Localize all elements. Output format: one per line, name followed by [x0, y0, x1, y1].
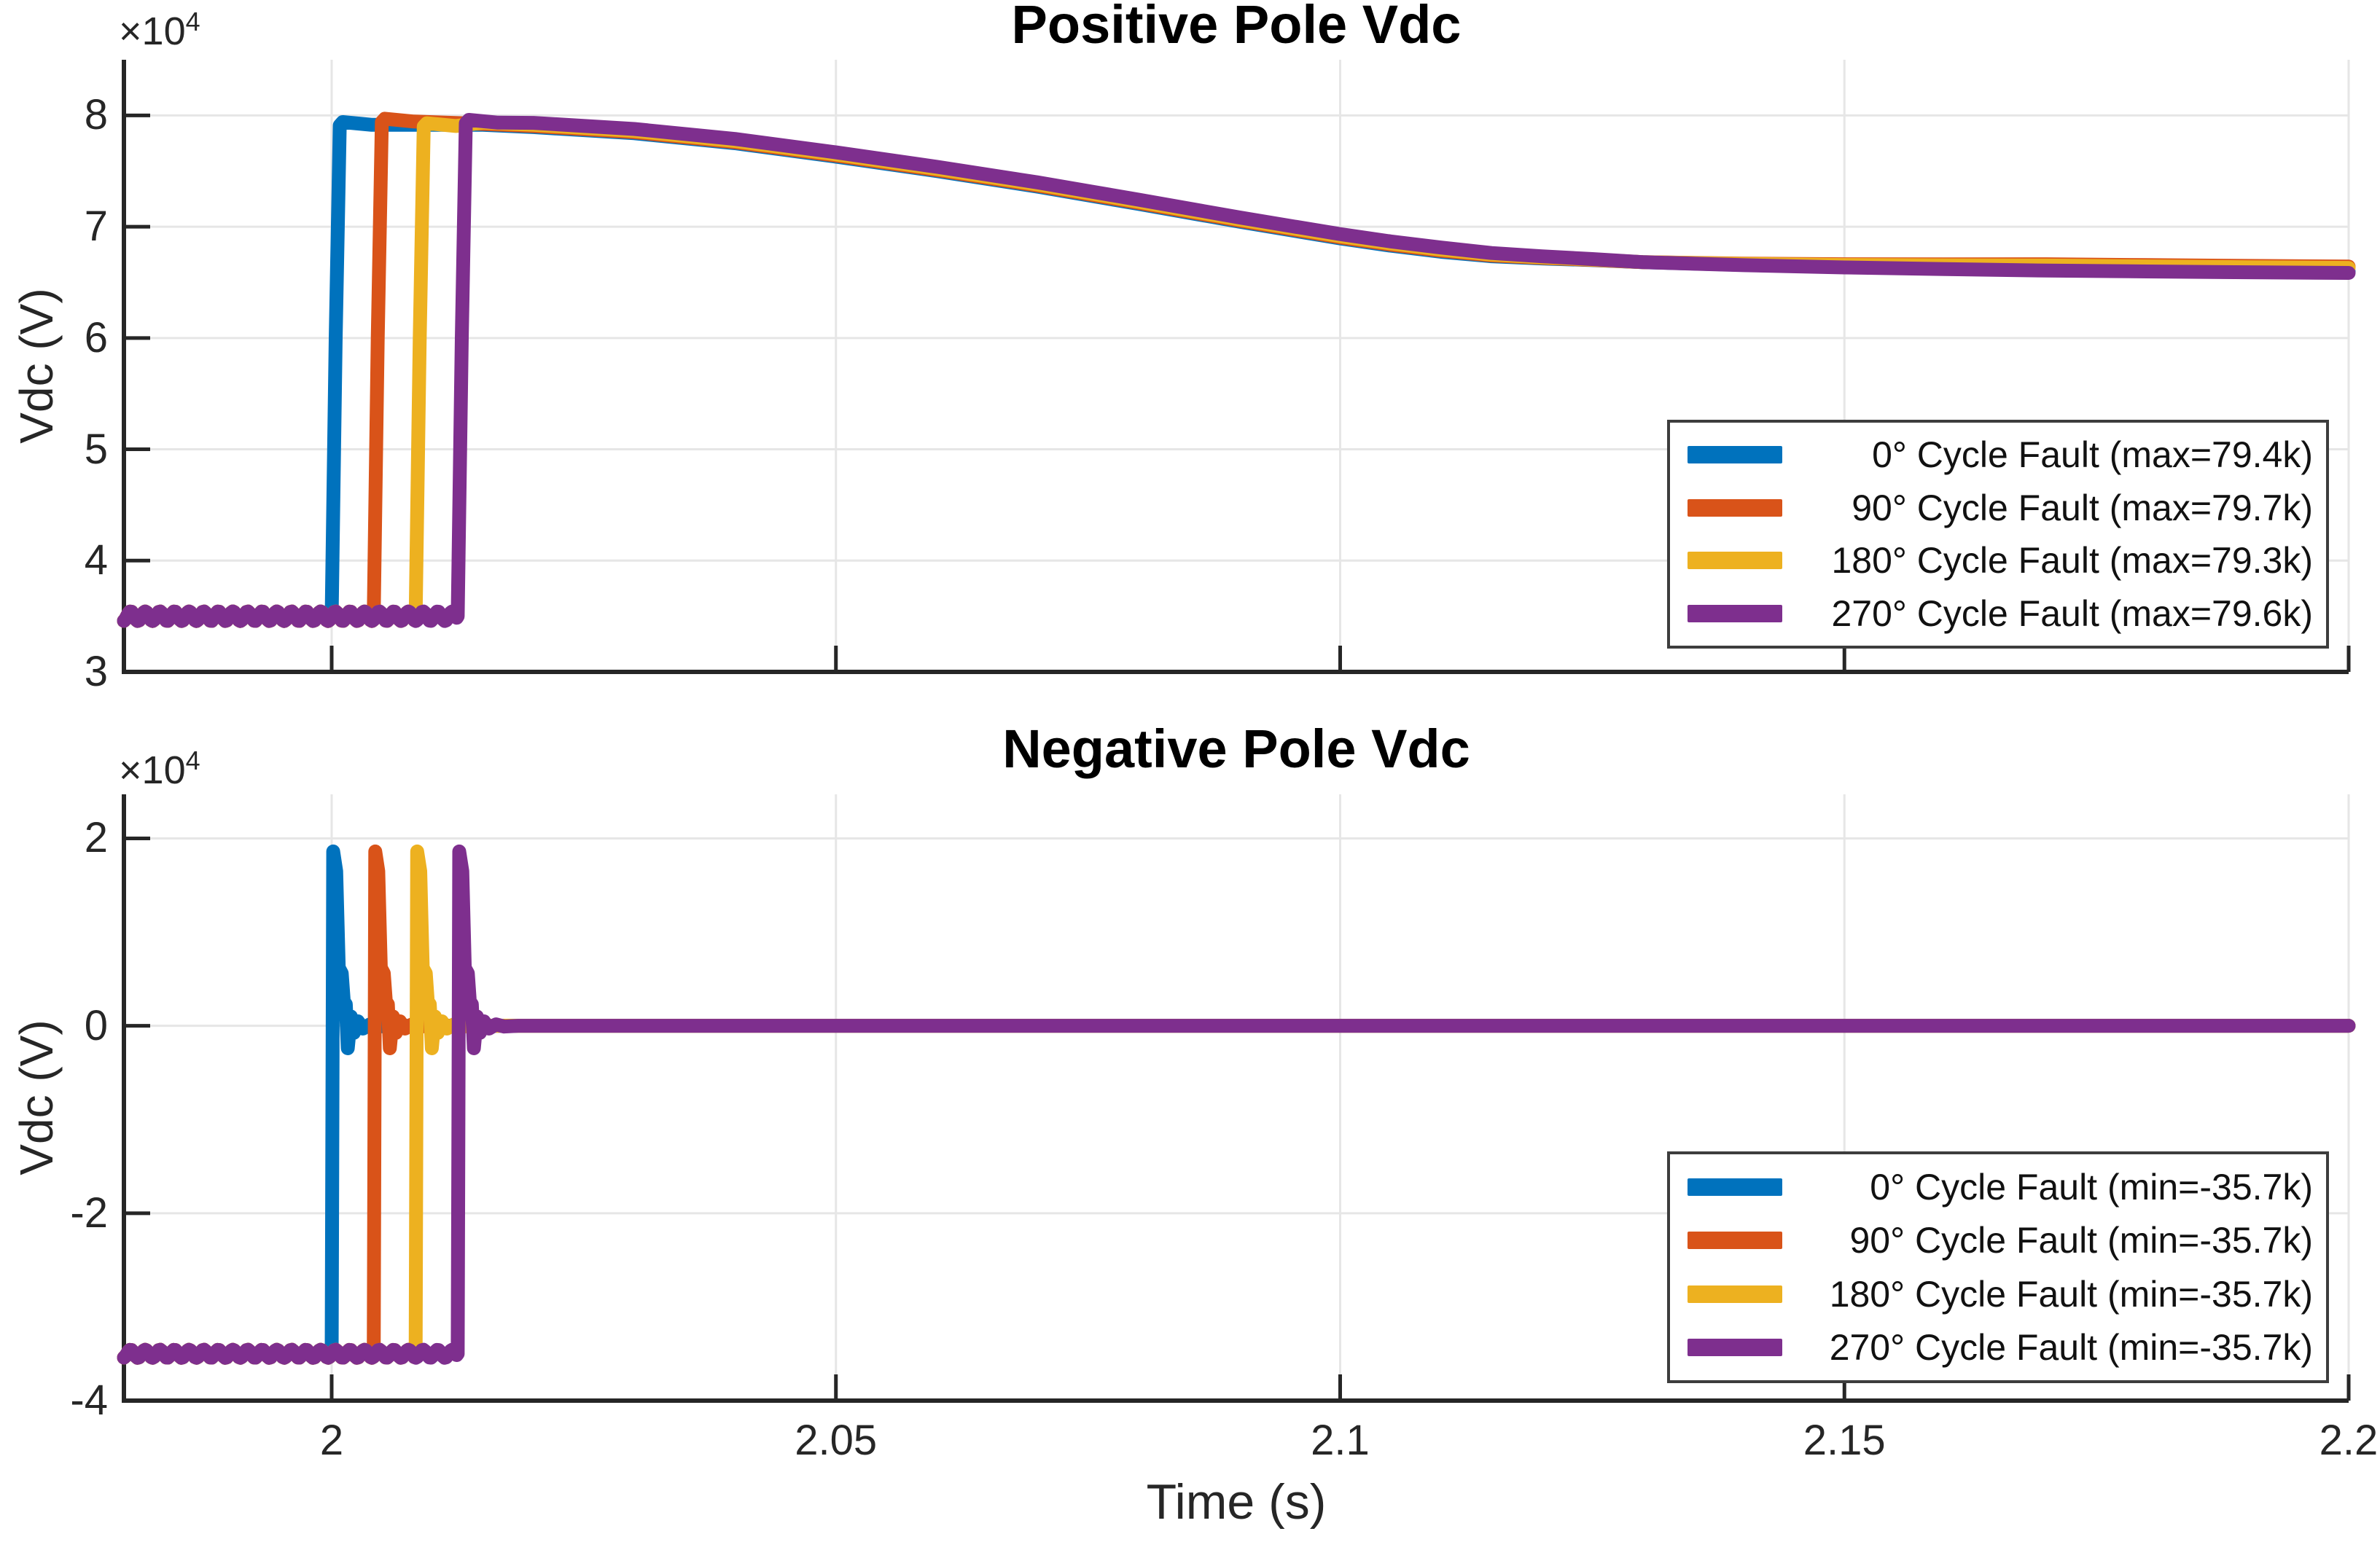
x-tick-label: 2 — [319, 1417, 344, 1464]
legend-label: 270° Cycle Fault (max=79.6k) — [1831, 592, 2313, 634]
legend-item: 0° Cycle Fault (min=-35.7k) — [1670, 1166, 2326, 1208]
top-y-tick-labels: 3 4 5 6 7 8 — [0, 0, 108, 1542]
legend-swatch — [1688, 1339, 1782, 1357]
y-tick-label: 0 — [84, 1001, 108, 1049]
legend-item: 90° Cycle Fault (max=79.7k) — [1670, 487, 2326, 529]
y-tick-label: 4 — [84, 536, 108, 584]
legend-swatch — [1688, 498, 1782, 517]
x-tick-label: 2.05 — [795, 1417, 878, 1464]
legend-item: 270° Cycle Fault (max=79.6k) — [1670, 592, 2326, 635]
legend-item: 90° Cycle Fault (min=-35.7k) — [1670, 1219, 2326, 1261]
top-legend: 0° Cycle Fault (max=79.4k) 90° Cycle Faul… — [1667, 420, 2329, 649]
legend-label: 0° Cycle Fault (min=-35.7k) — [1870, 1166, 2313, 1208]
bottom-y-tick-labels: -4 -2 0 2 — [0, 0, 108, 1542]
y-tick-label: -2 — [70, 1189, 108, 1237]
legend-swatch — [1688, 604, 1782, 622]
y-tick-label: -4 — [70, 1377, 108, 1424]
bottom-y-exponent-label: ×104 — [119, 748, 200, 793]
legend-label: 270° Cycle Fault (min=-35.7k) — [1829, 1327, 2313, 1369]
bottom-plot-title: Negative Pole Vdc — [1002, 719, 1470, 779]
legend-swatch — [1688, 446, 1782, 464]
exponent-base: ×10 — [119, 748, 186, 792]
x-tick-label: 2.1 — [1311, 1417, 1370, 1464]
legend-swatch — [1688, 552, 1782, 570]
top-plot-title: Positive Pole Vdc — [1011, 0, 1462, 55]
legend-label: 90° Cycle Fault (min=-35.7k) — [1849, 1220, 2314, 1261]
exponent-power: 4 — [185, 7, 200, 36]
legend-item: 180° Cycle Fault (max=79.3k) — [1670, 539, 2326, 582]
exponent-power: 4 — [185, 745, 200, 775]
x-tick-label: 2.2 — [2319, 1417, 2379, 1464]
legend-swatch — [1688, 1178, 1782, 1196]
bottom-legend: 0° Cycle Fault (min=-35.7k) 90° Cycle Fau… — [1667, 1151, 2329, 1383]
x-axis-label: Time (s) — [1146, 1474, 1327, 1530]
y-tick-label: 8 — [84, 91, 108, 139]
legend-label: 90° Cycle Fault (max=79.7k) — [1852, 487, 2313, 528]
top-y-exponent-label: ×104 — [119, 9, 200, 54]
y-tick-label: 6 — [84, 313, 108, 361]
legend-item: 270° Cycle Fault (min=-35.7k) — [1670, 1326, 2326, 1369]
y-tick-label: 2 — [84, 814, 108, 862]
legend-item: 180° Cycle Fault (min=-35.7k) — [1670, 1273, 2326, 1315]
x-tick-label: 2.15 — [1803, 1417, 1886, 1464]
legend-label: 0° Cycle Fault (max=79.4k) — [1872, 434, 2313, 476]
exponent-base: ×10 — [119, 9, 186, 53]
y-tick-label: 3 — [84, 648, 108, 695]
legend-swatch — [1688, 1232, 1782, 1250]
y-tick-label: 7 — [84, 203, 108, 251]
y-tick-label: 5 — [84, 425, 108, 473]
legend-swatch — [1688, 1285, 1782, 1303]
legend-label: 180° Cycle Fault (min=-35.7k) — [1829, 1273, 2313, 1315]
legend-item: 0° Cycle Fault (max=79.4k) — [1670, 434, 2326, 476]
x-tick-labels: 2 2.05 2.1 2.15 2.2 — [0, 1420, 2380, 1471]
legend-label: 180° Cycle Fault (max=79.3k) — [1831, 540, 2313, 582]
